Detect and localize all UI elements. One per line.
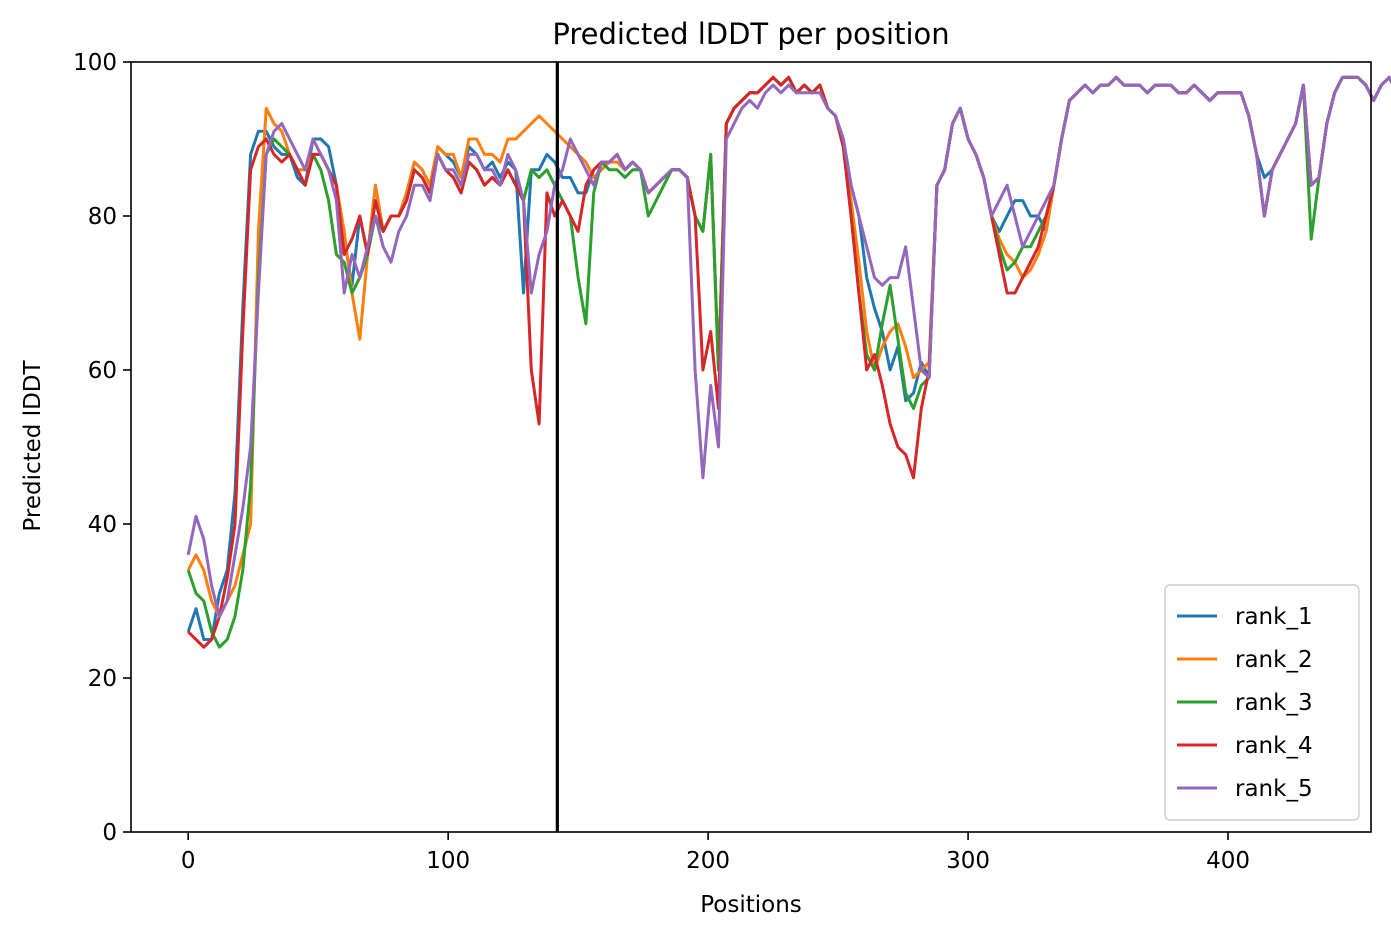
y-tick-label: 0 bbox=[102, 820, 117, 846]
legend-label-rank-2: rank_2 bbox=[1235, 647, 1313, 673]
x-tick-label: 100 bbox=[426, 848, 470, 874]
legend-label-rank-3: rank_3 bbox=[1235, 690, 1313, 716]
x-tick-label: 300 bbox=[946, 848, 990, 874]
series-line-rank-2 bbox=[186, 75, 1391, 618]
y-axis-label: Predicted lDDT bbox=[20, 359, 46, 531]
x-tick-label: 400 bbox=[1206, 848, 1250, 874]
series-line-rank-1 bbox=[186, 75, 1391, 641]
y-tick-label: 100 bbox=[73, 50, 117, 76]
series-line-rank-4 bbox=[187, 75, 1391, 649]
x-axis-ticks: 0 100 200 300 400 bbox=[181, 832, 1250, 874]
y-tick-label: 40 bbox=[88, 512, 117, 538]
series-line-rank-3 bbox=[186, 75, 1391, 649]
legend-box bbox=[1164, 584, 1360, 821]
x-tick-label: 200 bbox=[686, 848, 730, 874]
legend-label-rank-5: rank_5 bbox=[1235, 776, 1313, 802]
y-tick-label: 60 bbox=[88, 358, 117, 384]
y-tick-label: 20 bbox=[88, 666, 117, 692]
legend: rank_1 rank_2 rank_3 rank_4 rank_5 bbox=[1164, 584, 1360, 821]
chart-title: Predicted lDDT per position bbox=[552, 17, 949, 51]
legend-label-rank-4: rank_4 bbox=[1235, 733, 1313, 759]
y-tick-label: 80 bbox=[88, 204, 117, 230]
series-line-rank-5 bbox=[186, 75, 1391, 618]
legend-label-rank-1: rank_1 bbox=[1235, 604, 1313, 630]
x-axis-label: Positions bbox=[700, 892, 802, 918]
y-axis-ticks: 0 20 40 60 80 100 bbox=[73, 50, 131, 846]
x-tick-label: 0 bbox=[181, 848, 196, 874]
plot-frame bbox=[130, 61, 1372, 833]
series-layer bbox=[186, 75, 1391, 649]
